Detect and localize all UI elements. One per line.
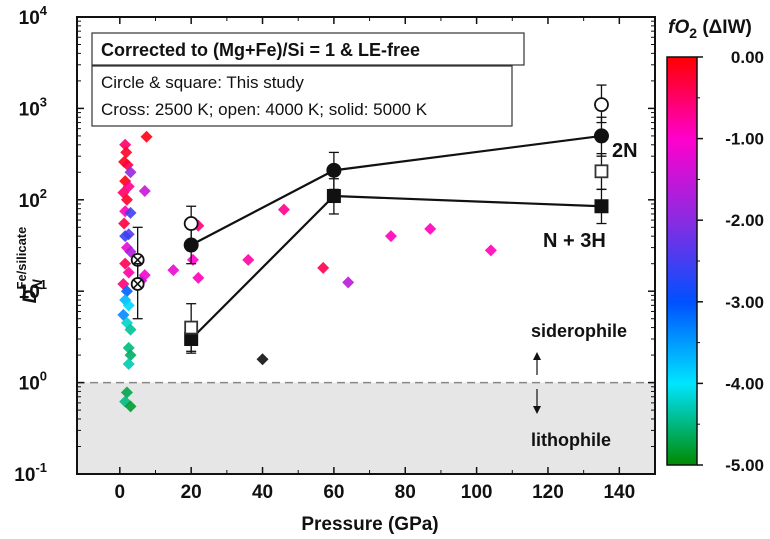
data-point-diamond — [384, 230, 397, 243]
up-arrow — [533, 352, 541, 375]
data-point-diamond — [117, 186, 130, 199]
y-tick-label: 103 — [19, 94, 47, 120]
colorbar-title-tail: (ΔIW) — [697, 17, 752, 38]
colorbar-tick-label: 0.00 — [731, 48, 764, 67]
y-tick-label: 104 — [19, 3, 48, 29]
data-point-diamond — [317, 261, 330, 274]
y-axis-main: D — [20, 289, 41, 303]
cross-mark — [133, 279, 143, 289]
data-point-diamond — [119, 205, 132, 218]
x-tick-label: 0 — [115, 482, 126, 503]
data-point-circle-open — [594, 97, 609, 113]
y-tick-label: 10-1 — [14, 460, 47, 486]
siderophile-label: siderophile — [531, 321, 627, 341]
data-point-diamond — [186, 253, 199, 266]
x-tick-label: 80 — [395, 482, 416, 503]
data-point-diamond — [120, 386, 133, 399]
data-point-square — [326, 189, 341, 204]
svg-text:DNFe/silicate: DNFe/silicate — [14, 227, 45, 304]
data-point-diamond — [119, 294, 132, 307]
data-point-diamond — [124, 206, 137, 219]
series-line — [190, 134, 602, 247]
lithophile-region — [77, 382, 655, 474]
data-point-diamond — [192, 271, 205, 284]
data-point-diamond — [119, 175, 132, 188]
data-point-diamond — [124, 400, 137, 413]
x-tick-label: 100 — [461, 482, 493, 503]
lithophile-label: lithophile — [531, 430, 611, 450]
title-box — [91, 32, 525, 66]
data-point-diamond — [277, 203, 290, 216]
colorbar-tick-label: -2.00 — [725, 211, 764, 230]
colorbar-tick-label: -3.00 — [725, 293, 764, 312]
data-point-diamond — [124, 166, 137, 179]
series-label-2n: 2N — [612, 140, 638, 162]
data-point-diamond — [117, 308, 130, 321]
colorbar-tick-label: -5.00 — [725, 456, 764, 475]
data-point-diamond — [119, 230, 132, 243]
cross-mark — [133, 255, 143, 265]
data-point-diamond — [140, 130, 153, 143]
data-point-diamond — [120, 146, 133, 159]
x-tick-label: 120 — [532, 482, 564, 503]
legend-line-1: Circle & square: This study — [101, 73, 304, 92]
data-point-diamond — [342, 276, 355, 289]
data-point-diamond — [122, 180, 135, 193]
data-point-circle — [326, 162, 342, 178]
data-point-diamond — [120, 316, 133, 329]
data-point-diamond — [118, 217, 131, 230]
data-point-diamond — [424, 222, 437, 235]
y-tick-label: 102 — [19, 186, 47, 212]
colorbar-title-main: fO — [668, 17, 689, 38]
data-point-diamond — [122, 266, 135, 279]
data-point-square-open — [594, 164, 609, 179]
colorbar-title: fO2 (ΔIW) — [668, 17, 752, 41]
y-axis-title: DNFe/silicate — [14, 227, 45, 304]
x-tick-label: 60 — [323, 482, 344, 503]
x-tick-label: 140 — [603, 482, 635, 503]
data-point-diamond — [124, 349, 137, 362]
colorbar-tick-label: -4.00 — [725, 374, 764, 393]
data-point-diamond — [124, 323, 137, 336]
x-tick-label: 40 — [252, 482, 273, 503]
data-point-diamond — [120, 241, 133, 254]
series-label-n3h: N + 3H — [543, 230, 606, 252]
series-line — [190, 194, 602, 340]
plot-frame — [76, 16, 656, 475]
data-point-diamond — [167, 264, 180, 277]
data-point-diamond — [484, 244, 497, 257]
y-tick-label: 100 — [19, 369, 47, 395]
legend-line-2: Cross: 2500 K; open: 4000 K; solid: 5000… — [101, 100, 428, 119]
x-tick-label: 20 — [181, 482, 202, 503]
data-point-square-open — [184, 320, 199, 335]
y-axis-sub: N — [29, 279, 45, 290]
data-point-diamond — [122, 299, 135, 312]
legend-box — [91, 65, 513, 127]
colorbar-title-sub: 2 — [689, 25, 697, 41]
data-point-diamond — [117, 277, 130, 290]
chart-title: Corrected to (Mg+Fe)/Si = 1 & LE-free — [101, 40, 420, 60]
data-point-circle-open — [183, 216, 199, 231]
data-point-diamond — [119, 138, 132, 151]
colorbar — [666, 56, 698, 466]
data-point-diamond — [138, 184, 151, 197]
data-point-diamond — [122, 357, 135, 370]
data-point-diamond — [119, 257, 132, 270]
data-point-circle — [593, 128, 609, 144]
data-point-diamond — [242, 253, 255, 266]
colorbar-tick-label: -1.00 — [725, 130, 764, 149]
data-point-diamond — [256, 353, 269, 366]
data-point-diamond — [120, 285, 133, 298]
y-tick-label: 101 — [19, 277, 47, 303]
down-arrow — [533, 389, 541, 414]
data-point-square — [594, 199, 609, 214]
y-axis-sup: Fe/silicate — [14, 227, 29, 290]
x-axis-title: Pressure (GPa) — [301, 514, 438, 535]
data-point-diamond — [120, 193, 133, 206]
data-point-diamond — [119, 395, 132, 408]
